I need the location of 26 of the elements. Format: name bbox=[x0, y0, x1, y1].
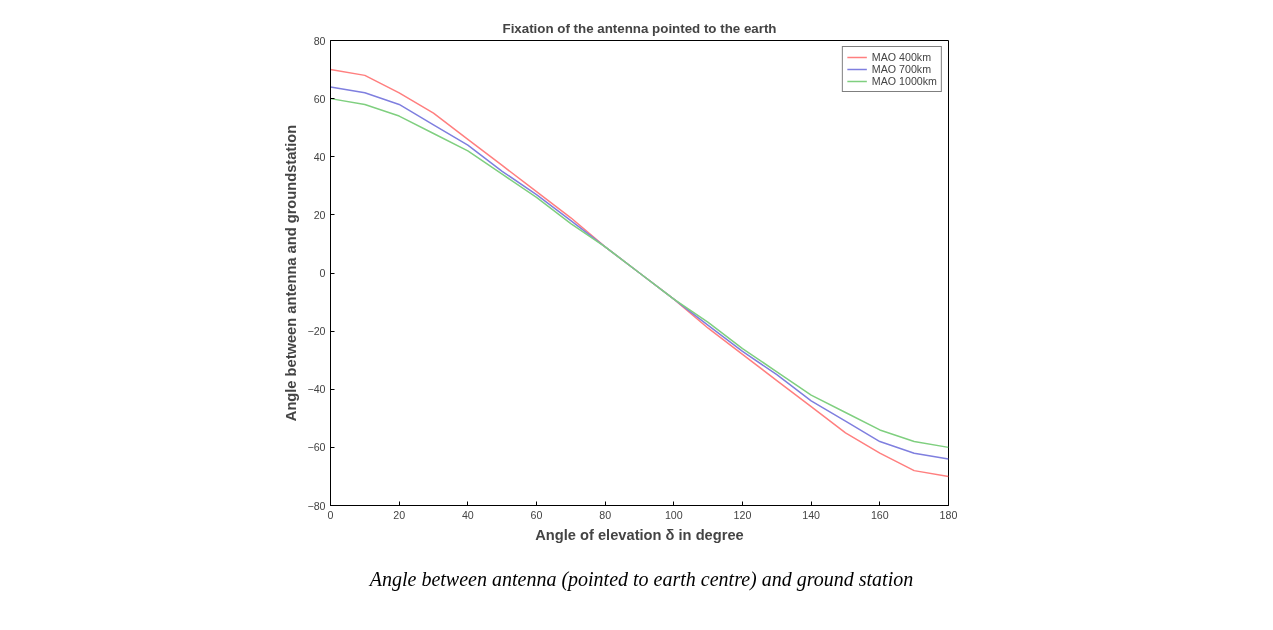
y-tick-label: −60 bbox=[307, 441, 326, 454]
x-tick-label: 180 bbox=[939, 508, 958, 521]
y-tick-label: −40 bbox=[307, 383, 326, 396]
x-tick-label: 0 bbox=[327, 508, 334, 521]
y-tick-label: 40 bbox=[313, 150, 326, 163]
y-axis-title: Angle between antenna and groundstation bbox=[283, 124, 300, 422]
x-tick-label: 120 bbox=[733, 508, 752, 521]
y-tick-label: −20 bbox=[307, 325, 326, 338]
y-tick-label: 0 bbox=[319, 267, 326, 279]
x-tick-label: 40 bbox=[461, 508, 474, 521]
legend-label: MAO 400km bbox=[871, 51, 932, 63]
legend-label: MAO 1000km bbox=[871, 75, 937, 87]
y-tick-label: 80 bbox=[313, 34, 326, 47]
text: Angle between antenna (pointed to earth centre) and ground station bbox=[369, 567, 914, 593]
x-tick-label: 20 bbox=[393, 508, 406, 521]
x-axis-title: Angle of elevation δ in degree bbox=[535, 526, 744, 543]
x-tick-label: 140 bbox=[802, 508, 821, 521]
x-tick-label: 80 bbox=[599, 508, 612, 521]
x-tick-label: 100 bbox=[664, 508, 683, 521]
y-tick-label: −80 bbox=[307, 499, 326, 512]
chart-title: Fixation of the antenna pointed to the earth bbox=[502, 20, 777, 36]
x-tick-label: 60 bbox=[530, 508, 543, 521]
y-tick-label: 20 bbox=[313, 208, 326, 221]
legend-label: MAO 700km bbox=[871, 63, 932, 75]
y-tick-label: 60 bbox=[313, 92, 326, 105]
x-tick-label: 160 bbox=[870, 508, 889, 521]
